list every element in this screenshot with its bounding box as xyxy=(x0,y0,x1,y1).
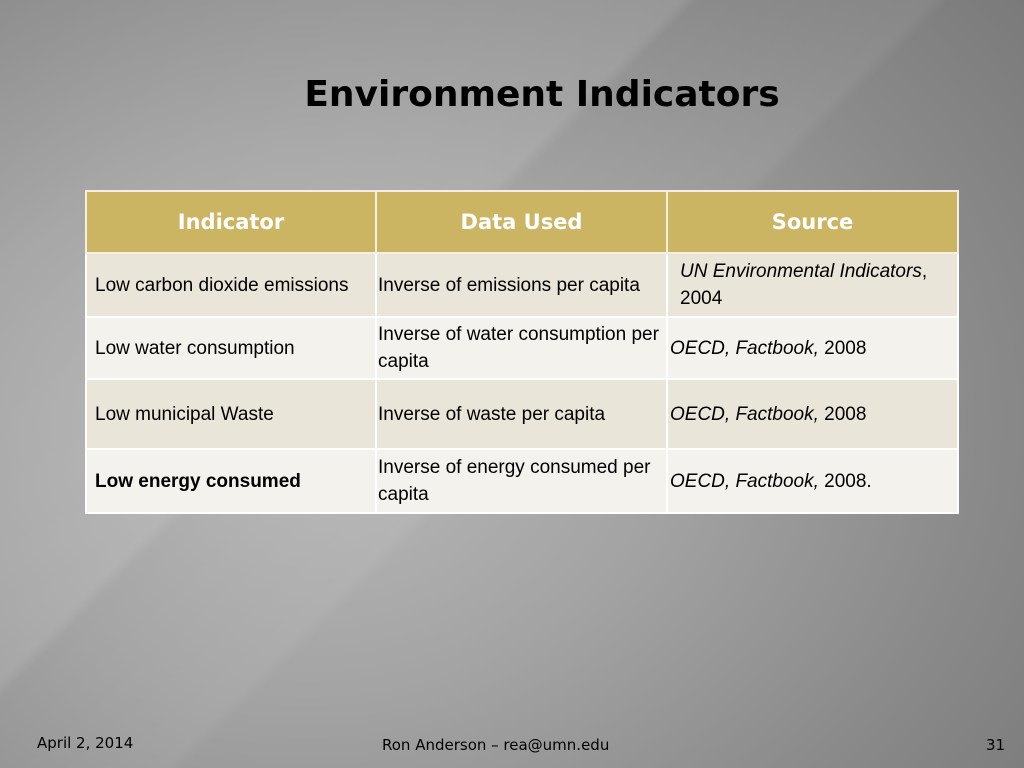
source-year: , 2004 xyxy=(680,261,928,309)
source-cell: OECD, Factbook, 2008. xyxy=(666,448,959,514)
data-used-cell: Inverse of waste per capita xyxy=(375,378,668,450)
source-cell: OECD, Factbook, 2008 xyxy=(666,316,959,380)
source-cell: OECD, Factbook, 2008 xyxy=(666,378,959,450)
indicator-cell: Low water consumption xyxy=(85,316,377,380)
column-header-data-used: Data Used xyxy=(375,190,668,254)
slide-title: Environment Indicators xyxy=(304,74,780,115)
source-cell: UN Environmental Indicators, 2004 xyxy=(666,252,959,318)
footer-date: April 2, 2014 xyxy=(37,734,134,752)
source-title: OECD, Factbook, xyxy=(670,470,819,492)
indicator-cell: Low energy consumed xyxy=(85,448,377,514)
data-used-cell: Inverse of energy consumed per capita xyxy=(375,448,668,514)
source-title: UN Environmental Indicators xyxy=(680,261,922,282)
table-row: Low energy consumed Inverse of energy co… xyxy=(85,448,959,514)
table-header-row: Indicator Data Used Source xyxy=(85,190,959,254)
source-year: 2008 xyxy=(818,337,867,359)
data-used-cell: Inverse of emissions per capita xyxy=(375,252,668,318)
footer-page-number: 31 xyxy=(986,736,1006,754)
column-header-indicator: Indicator xyxy=(85,190,377,254)
source-title: OECD, Factbook, xyxy=(670,403,819,425)
indicator-cell: Low municipal Waste xyxy=(85,378,377,450)
data-used-cell: Inverse of water consumption per capita xyxy=(375,316,668,380)
table-row: Low municipal Waste Inverse of waste per… xyxy=(85,378,959,450)
indicator-cell: Low carbon dioxide emissions xyxy=(85,252,377,318)
column-header-source: Source xyxy=(666,190,959,254)
table-row: Low water consumption Inverse of water c… xyxy=(85,316,959,380)
footer-author: Ron Anderson – rea@umn.edu xyxy=(382,736,610,754)
table-row: Low carbon dioxide emissions Inverse of … xyxy=(85,252,959,318)
source-year: 2008 xyxy=(818,403,867,425)
indicators-table: Indicator Data Used Source Low carbon di… xyxy=(85,190,959,514)
source-title: OECD, Factbook, xyxy=(670,337,819,359)
source-year: 2008. xyxy=(818,470,872,492)
